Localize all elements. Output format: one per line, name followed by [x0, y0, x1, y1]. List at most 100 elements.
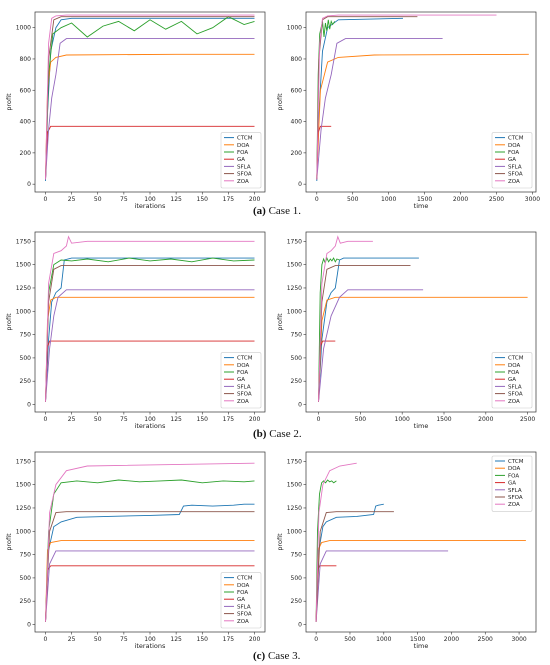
- legend-box: [220, 572, 262, 629]
- series-line-sfla: [316, 38, 443, 180]
- y-tick-label: 500: [20, 575, 32, 582]
- x-tick-label: 0: [314, 636, 318, 643]
- x-tick-label: 125: [170, 196, 182, 203]
- y-tick-label: 1500: [16, 482, 31, 489]
- x-tick-label: 2500: [489, 196, 504, 203]
- y-tick-label: 1750: [16, 238, 31, 245]
- legend-label-sfla: SFLA: [508, 164, 522, 170]
- x-axis-label: iterations: [135, 202, 166, 210]
- y-axis-label: profit: [5, 313, 13, 331]
- legend-label-ctcm: CTCM: [508, 459, 524, 465]
- x-tick-label: 500: [355, 416, 367, 423]
- legend-label-doa: DOA: [237, 143, 249, 149]
- y-tick-label: 500: [291, 575, 303, 582]
- y-tick-label: 800: [20, 56, 32, 63]
- series-line-ctcm: [316, 17, 404, 182]
- series-line-doa: [316, 53, 529, 177]
- x-tick-label: 1000: [395, 416, 410, 423]
- x-axis-label: time: [414, 422, 429, 430]
- x-axis-label: iterations: [135, 642, 166, 650]
- x-tick-label: 150: [197, 196, 209, 203]
- x-tick-label: 100: [144, 636, 156, 643]
- chart-panel-5: 0 25 50 75 100 125 150 175 200 0 250 500 750 1000 1250…: [5, 451, 266, 650]
- legend-label-sfla: SFLA: [237, 604, 251, 610]
- x-tick-label: 50: [94, 416, 102, 423]
- x-tick-label: 25: [68, 636, 76, 643]
- series-line-foa: [45, 257, 255, 402]
- series-line-sfla: [45, 550, 255, 622]
- y-tick-label: 1000: [16, 528, 31, 535]
- caption-c-label: (c): [253, 650, 266, 662]
- x-axis-label: time: [414, 202, 429, 210]
- y-tick-label: 500: [20, 355, 32, 362]
- series-line-foa: [318, 256, 340, 402]
- x-tick-label: 150: [197, 416, 209, 423]
- x-tick-label: 100: [144, 416, 156, 423]
- legend-label-ctcm: CTCM: [508, 356, 524, 362]
- series-line-ctcm: [318, 257, 419, 402]
- y-tick-label: 250: [291, 598, 303, 605]
- legend-label-foa: FOA: [508, 370, 519, 376]
- y-tick-label: 0: [298, 181, 302, 188]
- legend-label-sfoa: SFOA: [237, 172, 252, 178]
- y-tick-label: 250: [20, 598, 32, 605]
- x-tick-label: 3000: [511, 636, 526, 643]
- legend-box: [491, 352, 533, 409]
- legend-box: [491, 132, 533, 189]
- caption-b-text: Case 2.: [266, 428, 301, 440]
- legend-label-sfla: SFLA: [508, 384, 522, 390]
- legend-label-zoa: ZOA: [508, 502, 520, 508]
- legend-label-ctcm: CTCM: [508, 136, 524, 142]
- x-tick-label: 25: [68, 416, 76, 423]
- series-line-zoa: [316, 14, 497, 180]
- legend-label-ctcm: CTCM: [237, 136, 253, 142]
- y-tick-label: 0: [27, 402, 31, 409]
- legend-label-zoa: ZOA: [237, 399, 249, 405]
- plot-frame: [305, 11, 537, 193]
- y-tick-label: 0: [298, 622, 302, 629]
- series-line-doa: [315, 540, 526, 622]
- y-tick-label: 250: [20, 378, 32, 385]
- series-line-sfoa: [315, 511, 394, 622]
- legend-label-sfoa: SFOA: [508, 392, 523, 398]
- caption-a: (a) Case 1.: [253, 205, 301, 217]
- x-tick-label: 175: [223, 416, 235, 423]
- legend-label-sfoa: SFOA: [508, 495, 523, 501]
- caption-b: (b) Case 2.: [253, 428, 302, 440]
- x-tick-label: 500: [347, 196, 359, 203]
- series-line-sfoa: [45, 511, 255, 622]
- x-tick-label: 125: [170, 636, 182, 643]
- chart-panel-1: 0 25 50 75 100 125 150 175 200 0 200 400 600 800 1000 i…: [5, 11, 266, 210]
- x-tick-label: 50: [94, 196, 102, 203]
- x-tick-label: 0: [44, 416, 48, 423]
- legend-label-sfla: SFLA: [237, 384, 251, 390]
- legend-label-doa: DOA: [237, 363, 249, 369]
- y-tick-label: 1750: [287, 458, 302, 465]
- series-line-zoa: [45, 462, 255, 622]
- legend-label-ctcm: CTCM: [237, 356, 253, 362]
- legend-label-sfla: SFLA: [237, 164, 251, 170]
- series-line-sfla: [45, 38, 255, 180]
- x-tick-label: 175: [223, 196, 235, 203]
- x-tick-label: 75: [120, 636, 128, 643]
- x-tick-label: 100: [144, 196, 156, 203]
- series-line-sfoa: [318, 265, 411, 402]
- legend-label-sfoa: SFOA: [237, 612, 252, 618]
- x-tick-label: 175: [223, 636, 235, 643]
- legend-label-doa: DOA: [508, 363, 520, 369]
- plot-frame: [305, 451, 537, 633]
- series-line-ctcm: [45, 503, 255, 622]
- y-tick-label: 0: [27, 622, 31, 629]
- y-tick-label: 750: [291, 332, 303, 339]
- y-tick-label: 1250: [287, 285, 302, 292]
- series-line-sfoa: [316, 16, 418, 180]
- x-tick-label: 0: [315, 196, 319, 203]
- legend-label-ga: GA: [508, 377, 516, 383]
- x-tick-label: 1000: [376, 636, 391, 643]
- y-tick-label: 1250: [16, 505, 31, 512]
- legend-box: [220, 352, 262, 409]
